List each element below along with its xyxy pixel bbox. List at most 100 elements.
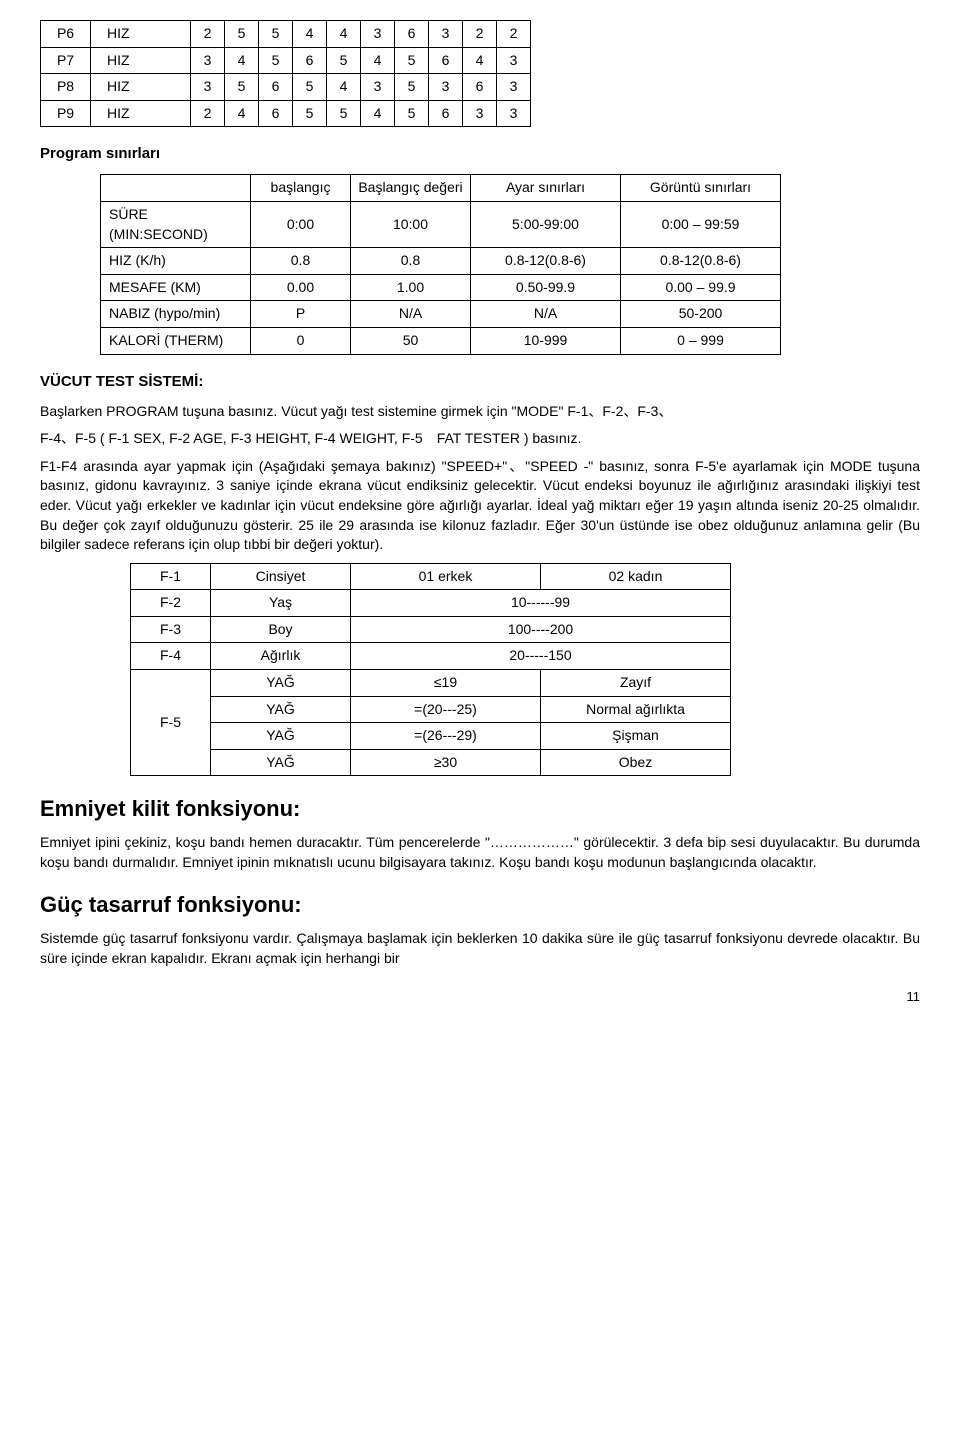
cell: 5 <box>395 74 429 101</box>
table-row: KALORİ (THERM) 0 50 10-999 0 – 999 <box>101 327 781 354</box>
cell: N/A <box>351 301 471 328</box>
cell: 0.50-99.9 <box>471 274 621 301</box>
cell: Başlangıç değeri <box>351 175 471 202</box>
cell: 10:00 <box>351 201 471 247</box>
cell: 2 <box>497 21 531 48</box>
cell: 3 <box>191 47 225 74</box>
table-row: HIZ (K/h) 0.8 0.8 0.8-12(0.8-6) 0.8-12(0… <box>101 248 781 275</box>
cell: 0.8-12(0.8-6) <box>471 248 621 275</box>
cell: 4 <box>293 21 327 48</box>
cell: 0.8 <box>251 248 351 275</box>
cell: ≥30 <box>351 749 541 776</box>
cell: 4 <box>361 47 395 74</box>
cell: 4 <box>463 47 497 74</box>
cell: 20-----150 <box>351 643 731 670</box>
cell: Zayıf <box>541 670 731 697</box>
cell: 0.8-12(0.8-6) <box>621 248 781 275</box>
cell: 3 <box>497 47 531 74</box>
cell: YAĞ <box>211 723 351 750</box>
table-row: F-1 Cinsiyet 01 erkek 02 kadın <box>131 563 731 590</box>
cell: 5 <box>259 47 293 74</box>
table-row: F-2 Yaş 10------99 <box>131 590 731 617</box>
table-row: NABIZ (hypo/min) P N/A N/A 50-200 <box>101 301 781 328</box>
cell: HIZ (K/h) <box>101 248 251 275</box>
program-limits-heading: Program sınırları <box>40 143 920 164</box>
cell: 10------99 <box>351 590 731 617</box>
body-test-heading: VÜCUT TEST SİSTEMİ: <box>40 371 920 392</box>
cell: =(20---25) <box>351 696 541 723</box>
cell: 0.8 <box>351 248 471 275</box>
cell: Görüntü sınırları <box>621 175 781 202</box>
cell: Boy <box>211 616 351 643</box>
cell: P6 <box>41 21 91 48</box>
cell: 5 <box>395 47 429 74</box>
cell: 5 <box>259 21 293 48</box>
cell: P9 <box>41 100 91 127</box>
table-row: P9 HIZ 2 4 6 5 5 4 5 6 3 3 <box>41 100 531 127</box>
body-text: Sistemde güç tasarruf fonksiyonu vardır.… <box>40 929 920 968</box>
cell: 6 <box>293 47 327 74</box>
cell: 6 <box>429 100 463 127</box>
body-text: F1-F4 arasında ayar yapmak için (Aşağıda… <box>40 457 920 555</box>
table-row: P8 HIZ 3 5 6 5 4 3 5 3 6 3 <box>41 74 531 101</box>
safety-lock-heading: Emniyet kilit fonksiyonu: <box>40 794 920 825</box>
cell: 3 <box>497 74 531 101</box>
cell: Ağırlık <box>211 643 351 670</box>
page-number: 11 <box>40 988 920 1006</box>
body-text: Başlarken PROGRAM tuşuna basınız. Vücut … <box>40 402 920 422</box>
cell: 0:00 <box>251 201 351 247</box>
cell: 4 <box>225 100 259 127</box>
table-row: YAĞ ≥30 Obez <box>131 749 731 776</box>
cell: 6 <box>429 47 463 74</box>
cell: 0.00 <box>251 274 351 301</box>
cell: 6 <box>259 100 293 127</box>
body-test-table: F-1 Cinsiyet 01 erkek 02 kadın F-2 Yaş 1… <box>130 563 731 777</box>
cell: 5 <box>327 47 361 74</box>
cell: 5 <box>293 100 327 127</box>
cell: Normal ağırlıkta <box>541 696 731 723</box>
cell: 0 – 999 <box>621 327 781 354</box>
cell: F-2 <box>131 590 211 617</box>
cell: HIZ <box>91 74 191 101</box>
cell: SÜRE (MIN:SECOND) <box>101 201 251 247</box>
cell: 6 <box>463 74 497 101</box>
cell: 50 <box>351 327 471 354</box>
cell: 3 <box>497 100 531 127</box>
cell: 3 <box>463 100 497 127</box>
cell: 01 erkek <box>351 563 541 590</box>
cell: 5 <box>225 74 259 101</box>
cell: 0 <box>251 327 351 354</box>
cell: 0:00 – 99:59 <box>621 201 781 247</box>
cell: 4 <box>225 47 259 74</box>
program-limits-table: başlangıç Başlangıç değeri Ayar sınırlar… <box>100 174 781 354</box>
cell: F-3 <box>131 616 211 643</box>
cell: 4 <box>327 74 361 101</box>
cell: F-4 <box>131 643 211 670</box>
cell: N/A <box>471 301 621 328</box>
cell: Yaş <box>211 590 351 617</box>
cell: 4 <box>361 100 395 127</box>
cell: NABIZ (hypo/min) <box>101 301 251 328</box>
cell: P8 <box>41 74 91 101</box>
cell: 02 kadın <box>541 563 731 590</box>
cell: P7 <box>41 47 91 74</box>
cell: ≤19 <box>351 670 541 697</box>
cell: YAĞ <box>211 696 351 723</box>
cell: 5 <box>225 21 259 48</box>
cell: YAĞ <box>211 670 351 697</box>
body-text: Emniyet ipini çekiniz, koşu bandı hemen … <box>40 833 920 872</box>
power-save-heading: Güç tasarruf fonksiyonu: <box>40 890 920 921</box>
table-row: P6 HIZ 2 5 5 4 4 3 6 3 2 2 <box>41 21 531 48</box>
table-row: SÜRE (MIN:SECOND) 0:00 10:00 5:00-99:00 … <box>101 201 781 247</box>
table-row: MESAFE (KM) 0.00 1.00 0.50-99.9 0.00 – 9… <box>101 274 781 301</box>
table-row: YAĞ =(20---25) Normal ağırlıkta <box>131 696 731 723</box>
cell: 100----200 <box>351 616 731 643</box>
cell: 10-999 <box>471 327 621 354</box>
cell: P <box>251 301 351 328</box>
cell: Cinsiyet <box>211 563 351 590</box>
cell: 5 <box>395 100 429 127</box>
cell: 6 <box>259 74 293 101</box>
cell: 50-200 <box>621 301 781 328</box>
cell: F-5 <box>131 670 211 776</box>
body-text: F-4、F-5 ( F-1 SEX, F-2 AGE, F-3 HEIGHT, … <box>40 429 920 449</box>
